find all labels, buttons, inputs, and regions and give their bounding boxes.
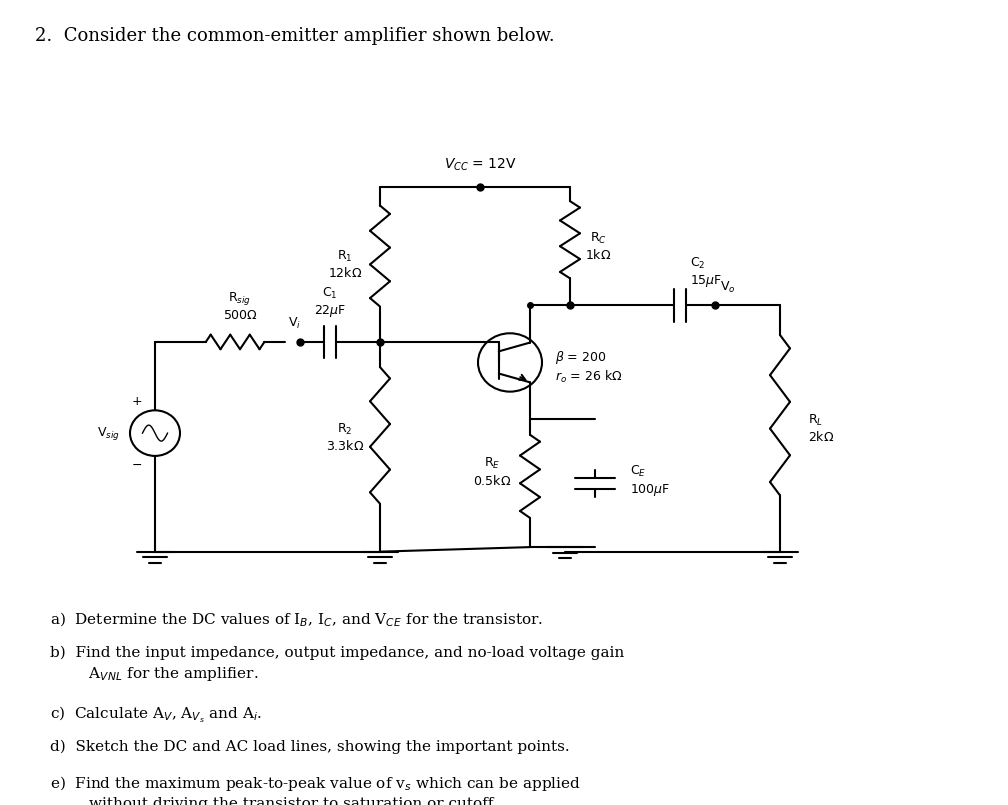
Text: V$_{sig}$: V$_{sig}$ bbox=[97, 424, 120, 442]
Text: −: − bbox=[132, 459, 142, 472]
Text: C$_1$
22$\mu$F: C$_1$ 22$\mu$F bbox=[313, 286, 346, 319]
Text: V$_i$: V$_i$ bbox=[288, 316, 301, 331]
Text: R$_E$
0.5k$\Omega$: R$_E$ 0.5k$\Omega$ bbox=[473, 456, 511, 488]
Text: a)  Determine the DC values of I$_B$, I$_C$, and V$_{CE}$ for the transistor.: a) Determine the DC values of I$_B$, I$_… bbox=[50, 611, 543, 630]
Text: R$_2$
3.3k$\Omega$: R$_2$ 3.3k$\Omega$ bbox=[326, 422, 364, 453]
Text: 2.  Consider the common-emitter amplifier shown below.: 2. Consider the common-emitter amplifier… bbox=[35, 27, 554, 45]
Text: +: + bbox=[132, 394, 142, 407]
Text: R$_L$
2k$\Omega$: R$_L$ 2k$\Omega$ bbox=[808, 413, 835, 444]
Text: c)  Calculate A$_V$, A$_{V_s}$ and A$_i$.: c) Calculate A$_V$, A$_{V_s}$ and A$_i$. bbox=[50, 704, 262, 725]
Text: $\beta$ = 200
$r_o$ = 26 k$\Omega$: $\beta$ = 200 $r_o$ = 26 k$\Omega$ bbox=[555, 349, 623, 385]
Text: V$_o$: V$_o$ bbox=[720, 279, 736, 295]
Text: $V_{CC}$ = 12V: $V_{CC}$ = 12V bbox=[444, 157, 516, 173]
Text: e)  Find the maximum peak-to-peak value of v$_s$ which can be applied
        wi: e) Find the maximum peak-to-peak value o… bbox=[50, 774, 581, 805]
Text: R$_{sig}$
500$\Omega$: R$_{sig}$ 500$\Omega$ bbox=[223, 290, 257, 322]
Text: R$_1$
12k$\Omega$: R$_1$ 12k$\Omega$ bbox=[328, 249, 362, 280]
Text: d)  Sketch the DC and AC load lines, showing the important points.: d) Sketch the DC and AC load lines, show… bbox=[50, 739, 570, 753]
Text: C$_2$
15$\mu$F: C$_2$ 15$\mu$F bbox=[690, 256, 723, 289]
Text: R$_C$
1k$\Omega$: R$_C$ 1k$\Omega$ bbox=[585, 230, 611, 262]
Text: C$_E$
100$\mu$F: C$_E$ 100$\mu$F bbox=[630, 464, 670, 497]
Text: b)  Find the input impedance, output impedance, and no-load voltage gain
       : b) Find the input impedance, output impe… bbox=[50, 646, 624, 683]
